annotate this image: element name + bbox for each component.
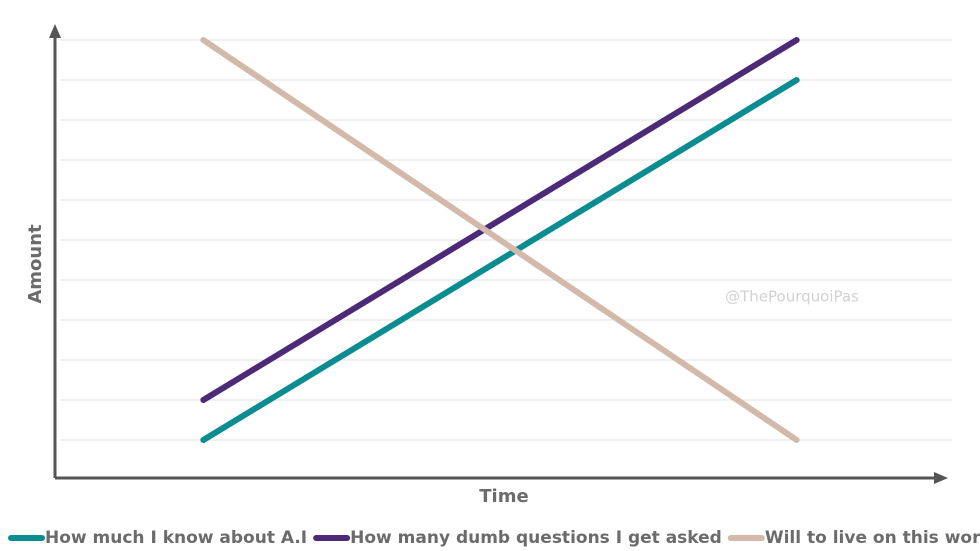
legend-label: Will to live on this world <box>765 528 980 548</box>
lines <box>200 37 800 443</box>
series-line <box>200 37 800 403</box>
x-axis-arrow <box>934 472 948 484</box>
legend: How much I know about A.I How many dumb q… <box>8 528 980 548</box>
grid <box>60 39 952 441</box>
series-line <box>200 37 800 443</box>
watermark: @ThePourquoiPas <box>725 288 859 306</box>
axes <box>49 24 948 484</box>
legend-label: How much I know about A.I <box>45 528 307 548</box>
y-axis-arrow <box>49 24 61 38</box>
x-axis-label: Time <box>479 486 528 507</box>
legend-label: How many dumb questions I get asked <box>350 528 722 548</box>
y-axis-label: Amount <box>25 224 46 304</box>
series-line <box>200 77 800 443</box>
